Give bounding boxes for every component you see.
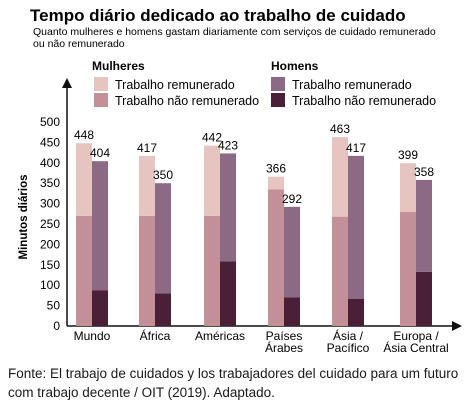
data-label-women-total: 463 [330,122,350,136]
category-label: Europa / [393,329,439,343]
legend-label-men-paid: Trabalho remunerado [292,78,412,92]
bar-women-paid [268,176,284,190]
data-label-women-total: 399 [398,148,418,162]
category-label: Países [266,329,303,343]
legend-swatch-men-paid [271,77,285,91]
bar-men-unpaid [220,261,236,326]
bar-women-paid [204,145,220,216]
data-label-men-total: 417 [346,141,366,155]
y-tick-label: 500 [40,115,60,129]
y-tick-label: 450 [40,135,60,149]
data-label-men-total: 292 [282,192,302,206]
category-label: Américas [195,329,245,343]
legend-group-men: Homens [271,59,319,73]
bar-women-paid [139,155,155,216]
category-label: África [140,328,171,343]
y-tick-label: 250 [40,217,60,231]
y-tick-label: 150 [40,258,60,272]
bar-men-unpaid [92,290,108,326]
chart-subtitle-line-2: ou não remunerado [33,38,125,50]
legend-label-women-paid: Trabalho remunerado [115,78,235,92]
bar-women-paid [76,143,92,216]
bar-men-paid [220,153,236,262]
y-tick-label: 100 [40,278,60,292]
source-note: Fonte: El trabajo de cuidados y los trab… [8,366,459,400]
category-label: Mundo [74,329,111,343]
bar-men-paid [284,206,300,298]
legend-label-women-unpaid: Trabalho não remunerado [115,94,259,108]
x-axis-arrow [452,321,462,331]
bar-men-paid [416,179,432,272]
y-tick-labels: 0 50 100 150 200 250 300 350 400 450 500 [40,115,60,333]
y-tick-label: 50 [47,299,61,313]
bar-men-unpaid [284,297,300,326]
bar-women-unpaid [332,216,348,326]
legend: Mulheres Trabalho remunerado Trabalho nã… [92,59,436,108]
legend-label-men-unpaid: Trabalho não remunerado [292,94,436,108]
bar-men-unpaid [155,293,171,326]
bar-women-unpaid [139,215,155,326]
data-label-women-total: 448 [74,128,94,142]
y-tick-label: 0 [53,319,60,333]
category-label: Pacífico [327,341,370,355]
y-axis-arrow [62,78,72,88]
data-label-men-total: 350 [153,168,173,182]
y-axis-label: Minutos diários [18,175,30,260]
legend-swatch-men-unpaid [271,93,285,107]
data-label-men-total: 358 [414,165,434,179]
bar-women-unpaid [204,215,220,326]
chart-title: Tempo diário dedicado ao trabalho de cui… [30,6,406,25]
bars [76,137,432,326]
axes [62,78,462,331]
y-tick-label: 350 [40,176,60,190]
bar-men-unpaid [416,271,432,326]
bar-men-paid [348,155,364,299]
chart-subtitle-line-1: Quanto mulheres e homens gastam diariame… [33,26,436,38]
legend-swatch-women-unpaid [94,93,108,107]
legend-group-women: Mulheres [92,59,145,73]
bar-women-paid [400,163,416,212]
data-label-women-total: 417 [137,141,157,155]
data-label-men-total: 404 [90,146,110,160]
bar-men-paid [92,161,108,291]
category-label: Árabes [265,340,303,355]
legend-swatch-women-paid [94,77,108,91]
data-label-women-total: 366 [266,162,286,176]
data-label-women-total: 442 [202,131,222,145]
bar-men-paid [155,183,171,294]
y-tick-label: 300 [40,197,60,211]
y-tick-label: 200 [40,237,60,251]
bar-women-unpaid [76,215,92,326]
bar-women-paid [332,137,348,217]
y-tick-label: 400 [40,156,60,170]
category-label: Ásia Central [383,340,448,355]
bar-women-unpaid [268,189,284,326]
data-label-men-total: 423 [218,138,238,152]
bar-women-unpaid [400,211,416,326]
category-label: Ásia / [333,328,364,343]
bar-men-unpaid [348,298,364,326]
